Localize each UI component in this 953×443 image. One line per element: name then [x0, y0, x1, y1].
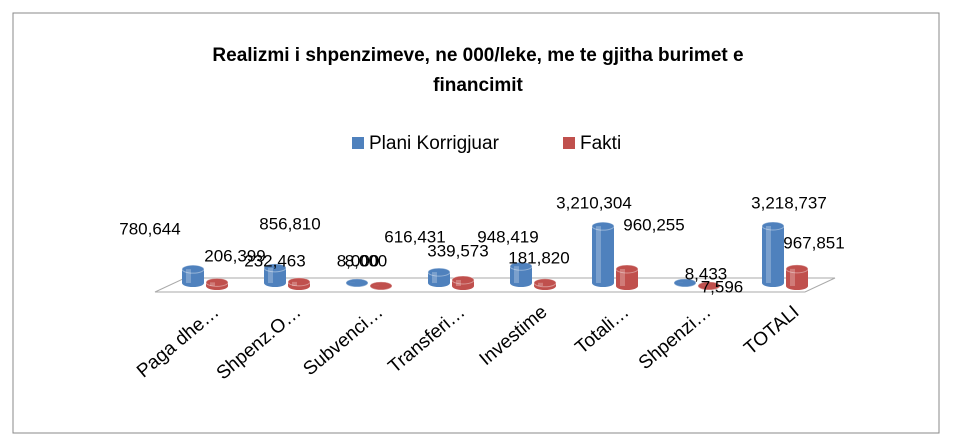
- bar-top: [592, 222, 614, 230]
- legend-swatch: [352, 137, 364, 149]
- bar-shine: [790, 269, 795, 286]
- bar-top: [182, 265, 204, 273]
- data-label: 856,810: [259, 214, 320, 233]
- bar-shine: [620, 269, 625, 286]
- data-label: 948,419: [477, 227, 538, 246]
- bar: [206, 278, 228, 290]
- bar-top: [616, 265, 638, 273]
- bar-body: [592, 226, 614, 283]
- data-label: 967,851: [783, 233, 844, 252]
- bar-shine: [292, 282, 297, 286]
- bar: [182, 265, 204, 287]
- bar-body: [762, 226, 784, 283]
- data-label: 232,463: [244, 251, 305, 270]
- bar-shine: [766, 226, 771, 283]
- data-label: 3,210,304: [556, 193, 632, 212]
- bar: [346, 279, 368, 287]
- bar-shine: [538, 283, 543, 286]
- bar-top: [786, 265, 808, 273]
- bar-top: [762, 222, 784, 230]
- data-label: 780,644: [119, 219, 180, 238]
- bar: [592, 222, 614, 287]
- bar-top: [346, 279, 368, 287]
- bar: [370, 282, 392, 290]
- legend-label: Plani Korrigjuar: [369, 133, 500, 154]
- bar-shine: [210, 282, 215, 286]
- bar-top: [370, 282, 392, 290]
- bar: [534, 279, 556, 290]
- bar: [428, 268, 450, 287]
- bar-top: [452, 276, 474, 284]
- bar-shine: [432, 272, 437, 283]
- bar: [762, 222, 784, 287]
- bar-shine: [514, 266, 519, 283]
- bar: [288, 278, 310, 290]
- bar-shine: [456, 280, 461, 286]
- bar-top: [534, 279, 556, 287]
- legend-swatch: [563, 137, 575, 149]
- bar-top: [428, 268, 450, 276]
- data-label: 3,218,737: [751, 193, 827, 212]
- bar-top: [288, 278, 310, 286]
- data-label: 8,000: [345, 251, 388, 270]
- bar-shine: [596, 226, 601, 283]
- bar: [786, 265, 808, 290]
- data-label: 181,820: [508, 248, 569, 267]
- bar-shine: [186, 269, 191, 283]
- bar: [616, 265, 638, 290]
- bar-top: [206, 278, 228, 286]
- data-label: 7,596: [701, 277, 744, 296]
- data-label: 960,255: [623, 215, 684, 234]
- bar: [452, 276, 474, 290]
- legend-label: Fakti: [580, 133, 621, 154]
